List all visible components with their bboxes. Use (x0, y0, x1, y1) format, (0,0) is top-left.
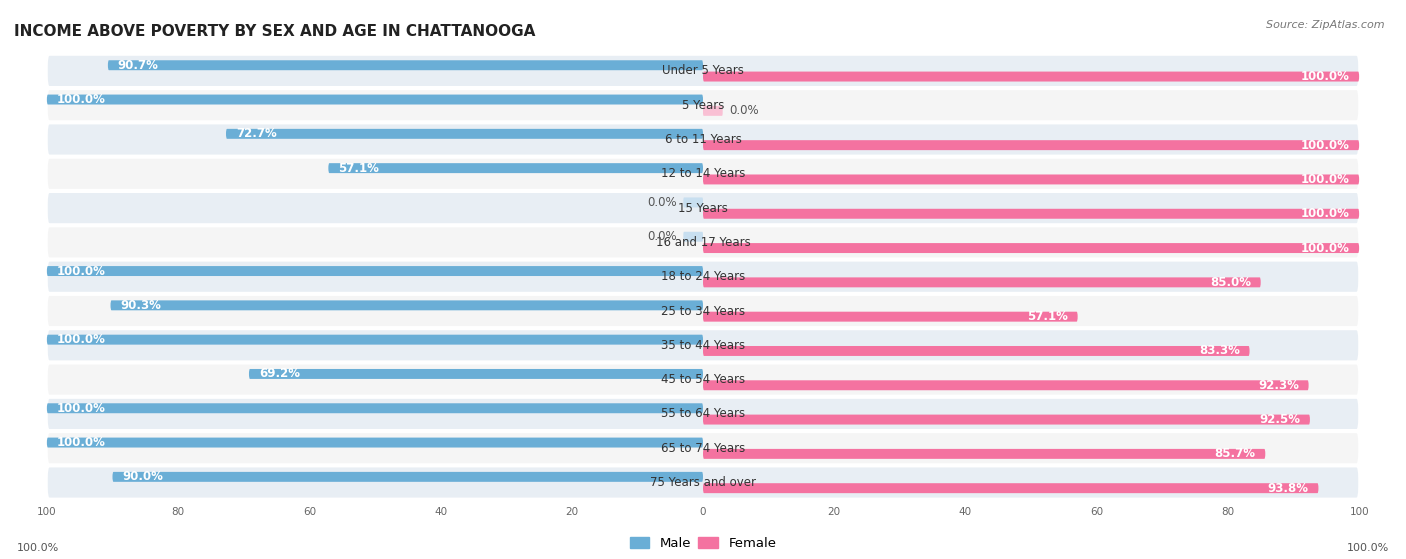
Text: 90.0%: 90.0% (122, 470, 163, 484)
Text: 6 to 11 Years: 6 to 11 Years (665, 133, 741, 146)
Text: 100.0%: 100.0% (1347, 543, 1389, 553)
Text: 100.0%: 100.0% (1301, 207, 1350, 220)
Text: 57.1%: 57.1% (339, 162, 380, 174)
Text: 0.0%: 0.0% (647, 230, 676, 243)
Text: 18 to 24 Years: 18 to 24 Years (661, 270, 745, 283)
FancyBboxPatch shape (703, 380, 1309, 390)
FancyBboxPatch shape (703, 72, 1360, 82)
FancyBboxPatch shape (46, 94, 703, 105)
FancyBboxPatch shape (46, 466, 1360, 499)
Legend: Male, Female: Male, Female (624, 532, 782, 555)
Text: 85.0%: 85.0% (1211, 276, 1251, 289)
FancyBboxPatch shape (226, 129, 703, 139)
Text: 35 to 44 Years: 35 to 44 Years (661, 339, 745, 352)
FancyBboxPatch shape (703, 174, 1360, 184)
Text: 100.0%: 100.0% (56, 333, 105, 346)
FancyBboxPatch shape (46, 335, 703, 344)
FancyBboxPatch shape (703, 415, 1310, 424)
Text: Under 5 Years: Under 5 Years (662, 64, 744, 77)
Text: 15 Years: 15 Years (678, 202, 728, 215)
FancyBboxPatch shape (46, 226, 1360, 258)
FancyBboxPatch shape (683, 197, 703, 207)
FancyBboxPatch shape (112, 472, 703, 482)
Text: 100.0%: 100.0% (1301, 241, 1350, 254)
FancyBboxPatch shape (703, 140, 1360, 150)
FancyBboxPatch shape (703, 449, 1265, 459)
Text: 100.0%: 100.0% (56, 402, 105, 415)
Text: 0.0%: 0.0% (647, 196, 676, 209)
Text: 100.0%: 100.0% (1301, 139, 1350, 151)
FancyBboxPatch shape (703, 243, 1360, 253)
Text: 100.0%: 100.0% (56, 436, 105, 449)
Text: 85.7%: 85.7% (1215, 447, 1256, 461)
Text: 75 Years and over: 75 Years and over (650, 476, 756, 489)
FancyBboxPatch shape (703, 106, 723, 116)
FancyBboxPatch shape (703, 277, 1261, 287)
Text: 100.0%: 100.0% (56, 264, 105, 278)
Text: 25 to 34 Years: 25 to 34 Years (661, 305, 745, 318)
FancyBboxPatch shape (703, 483, 1319, 493)
Text: 100.0%: 100.0% (1301, 70, 1350, 83)
Text: 93.8%: 93.8% (1268, 482, 1309, 495)
Text: 16 and 17 Years: 16 and 17 Years (655, 236, 751, 249)
FancyBboxPatch shape (46, 295, 1360, 327)
FancyBboxPatch shape (46, 432, 1360, 465)
FancyBboxPatch shape (46, 124, 1360, 155)
FancyBboxPatch shape (46, 363, 1360, 396)
Text: 92.3%: 92.3% (1258, 379, 1299, 392)
FancyBboxPatch shape (46, 398, 1360, 430)
FancyBboxPatch shape (703, 346, 1250, 356)
Text: 12 to 14 Years: 12 to 14 Years (661, 167, 745, 181)
FancyBboxPatch shape (46, 55, 1360, 87)
FancyBboxPatch shape (46, 192, 1360, 224)
Text: INCOME ABOVE POVERTY BY SEX AND AGE IN CHATTANOOGA: INCOME ABOVE POVERTY BY SEX AND AGE IN C… (14, 25, 536, 40)
Text: 100.0%: 100.0% (1301, 173, 1350, 186)
Text: 55 to 64 Years: 55 to 64 Years (661, 408, 745, 420)
Text: 65 to 74 Years: 65 to 74 Years (661, 442, 745, 454)
FancyBboxPatch shape (683, 232, 703, 241)
FancyBboxPatch shape (703, 312, 1077, 321)
Text: 90.3%: 90.3% (121, 299, 162, 312)
FancyBboxPatch shape (46, 266, 703, 276)
FancyBboxPatch shape (46, 89, 1360, 121)
FancyBboxPatch shape (46, 158, 1360, 190)
FancyBboxPatch shape (108, 60, 703, 70)
FancyBboxPatch shape (46, 403, 703, 413)
FancyBboxPatch shape (46, 260, 1360, 293)
FancyBboxPatch shape (329, 163, 703, 173)
FancyBboxPatch shape (46, 329, 1360, 362)
FancyBboxPatch shape (46, 438, 703, 448)
FancyBboxPatch shape (111, 300, 703, 310)
Text: 0.0%: 0.0% (730, 105, 759, 117)
Text: 72.7%: 72.7% (236, 127, 277, 140)
Text: 100.0%: 100.0% (56, 93, 105, 106)
Text: 57.1%: 57.1% (1026, 310, 1067, 323)
Text: 90.7%: 90.7% (118, 59, 159, 72)
FancyBboxPatch shape (703, 209, 1360, 219)
Text: 45 to 54 Years: 45 to 54 Years (661, 373, 745, 386)
Text: 92.5%: 92.5% (1260, 413, 1301, 426)
Text: 69.2%: 69.2% (259, 367, 299, 381)
Text: 83.3%: 83.3% (1199, 344, 1240, 357)
Text: Source: ZipAtlas.com: Source: ZipAtlas.com (1267, 20, 1385, 30)
FancyBboxPatch shape (249, 369, 703, 379)
Text: 100.0%: 100.0% (17, 543, 59, 553)
Text: 5 Years: 5 Years (682, 99, 724, 112)
